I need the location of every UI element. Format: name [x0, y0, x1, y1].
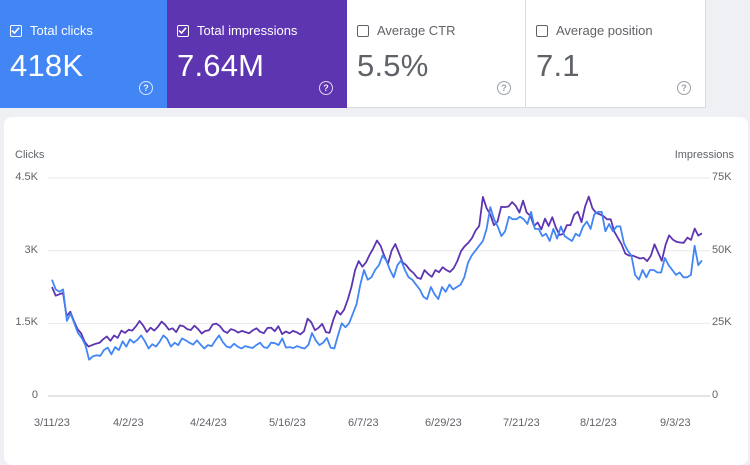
- x-tick: 4/24/23: [190, 417, 227, 429]
- x-tick: 8/12/23: [580, 417, 617, 429]
- right-tick: 25K: [712, 316, 732, 328]
- left-tick: 1.5K: [15, 316, 38, 328]
- left-tick: 4.5K: [15, 171, 38, 183]
- chart-canvas: [48, 177, 710, 397]
- metric-label: Average CTR: [377, 23, 456, 38]
- metric-card-total-impressions[interactable]: Total impressions 7.64M ?: [167, 0, 347, 108]
- left-tick: 0: [31, 389, 38, 401]
- series-line-total-impressions: [51, 195, 703, 348]
- metric-value: 5.5%: [357, 48, 429, 83]
- checkbox-checked-icon[interactable]: [10, 25, 22, 37]
- help-icon[interactable]: ?: [677, 81, 691, 95]
- metric-label: Total clicks: [30, 23, 93, 38]
- help-icon[interactable]: ?: [319, 81, 333, 95]
- x-tick: 3/11/23: [34, 417, 70, 429]
- left-tick: 3K: [24, 244, 38, 256]
- metric-label: Average position: [556, 23, 653, 38]
- performance-chart: Clicks Impressions 4.5K 3K 1.5K 0 75K 50…: [4, 117, 748, 465]
- x-tick: 9/3/23: [660, 417, 691, 429]
- right-axis-title: Impressions: [674, 149, 734, 161]
- metric-card-average-ctr[interactable]: Average CTR 5.5% ?: [347, 0, 526, 108]
- checkbox-checked-icon[interactable]: [177, 25, 189, 37]
- right-tick: 50K: [712, 244, 732, 256]
- x-tick: 7/21/23: [503, 417, 540, 429]
- metric-cards: Total clicks 418K ? Total impressions 7.…: [0, 0, 706, 108]
- x-tick: 4/2/23: [113, 417, 144, 429]
- checkbox-unchecked-icon[interactable]: [536, 25, 548, 37]
- metric-label: Total impressions: [197, 23, 298, 38]
- help-icon[interactable]: ?: [497, 81, 511, 95]
- right-tick: 0: [712, 389, 719, 401]
- metric-value: 418K: [10, 48, 84, 83]
- x-tick: 6/29/23: [425, 417, 462, 429]
- metric-value: 7.1: [536, 48, 580, 83]
- metric-card-average-position[interactable]: Average position 7.1 ?: [526, 0, 706, 108]
- right-tick: 75K: [712, 171, 732, 183]
- metric-card-total-clicks[interactable]: Total clicks 418K ?: [0, 0, 167, 108]
- help-icon[interactable]: ?: [139, 81, 153, 95]
- series-line-total-clicks: [51, 206, 703, 361]
- x-tick: 5/16/23: [269, 417, 306, 429]
- left-axis-title: Clicks: [15, 149, 45, 161]
- metric-value: 7.64M: [177, 48, 265, 83]
- checkbox-unchecked-icon[interactable]: [357, 25, 369, 37]
- x-tick: 6/7/23: [348, 417, 379, 429]
